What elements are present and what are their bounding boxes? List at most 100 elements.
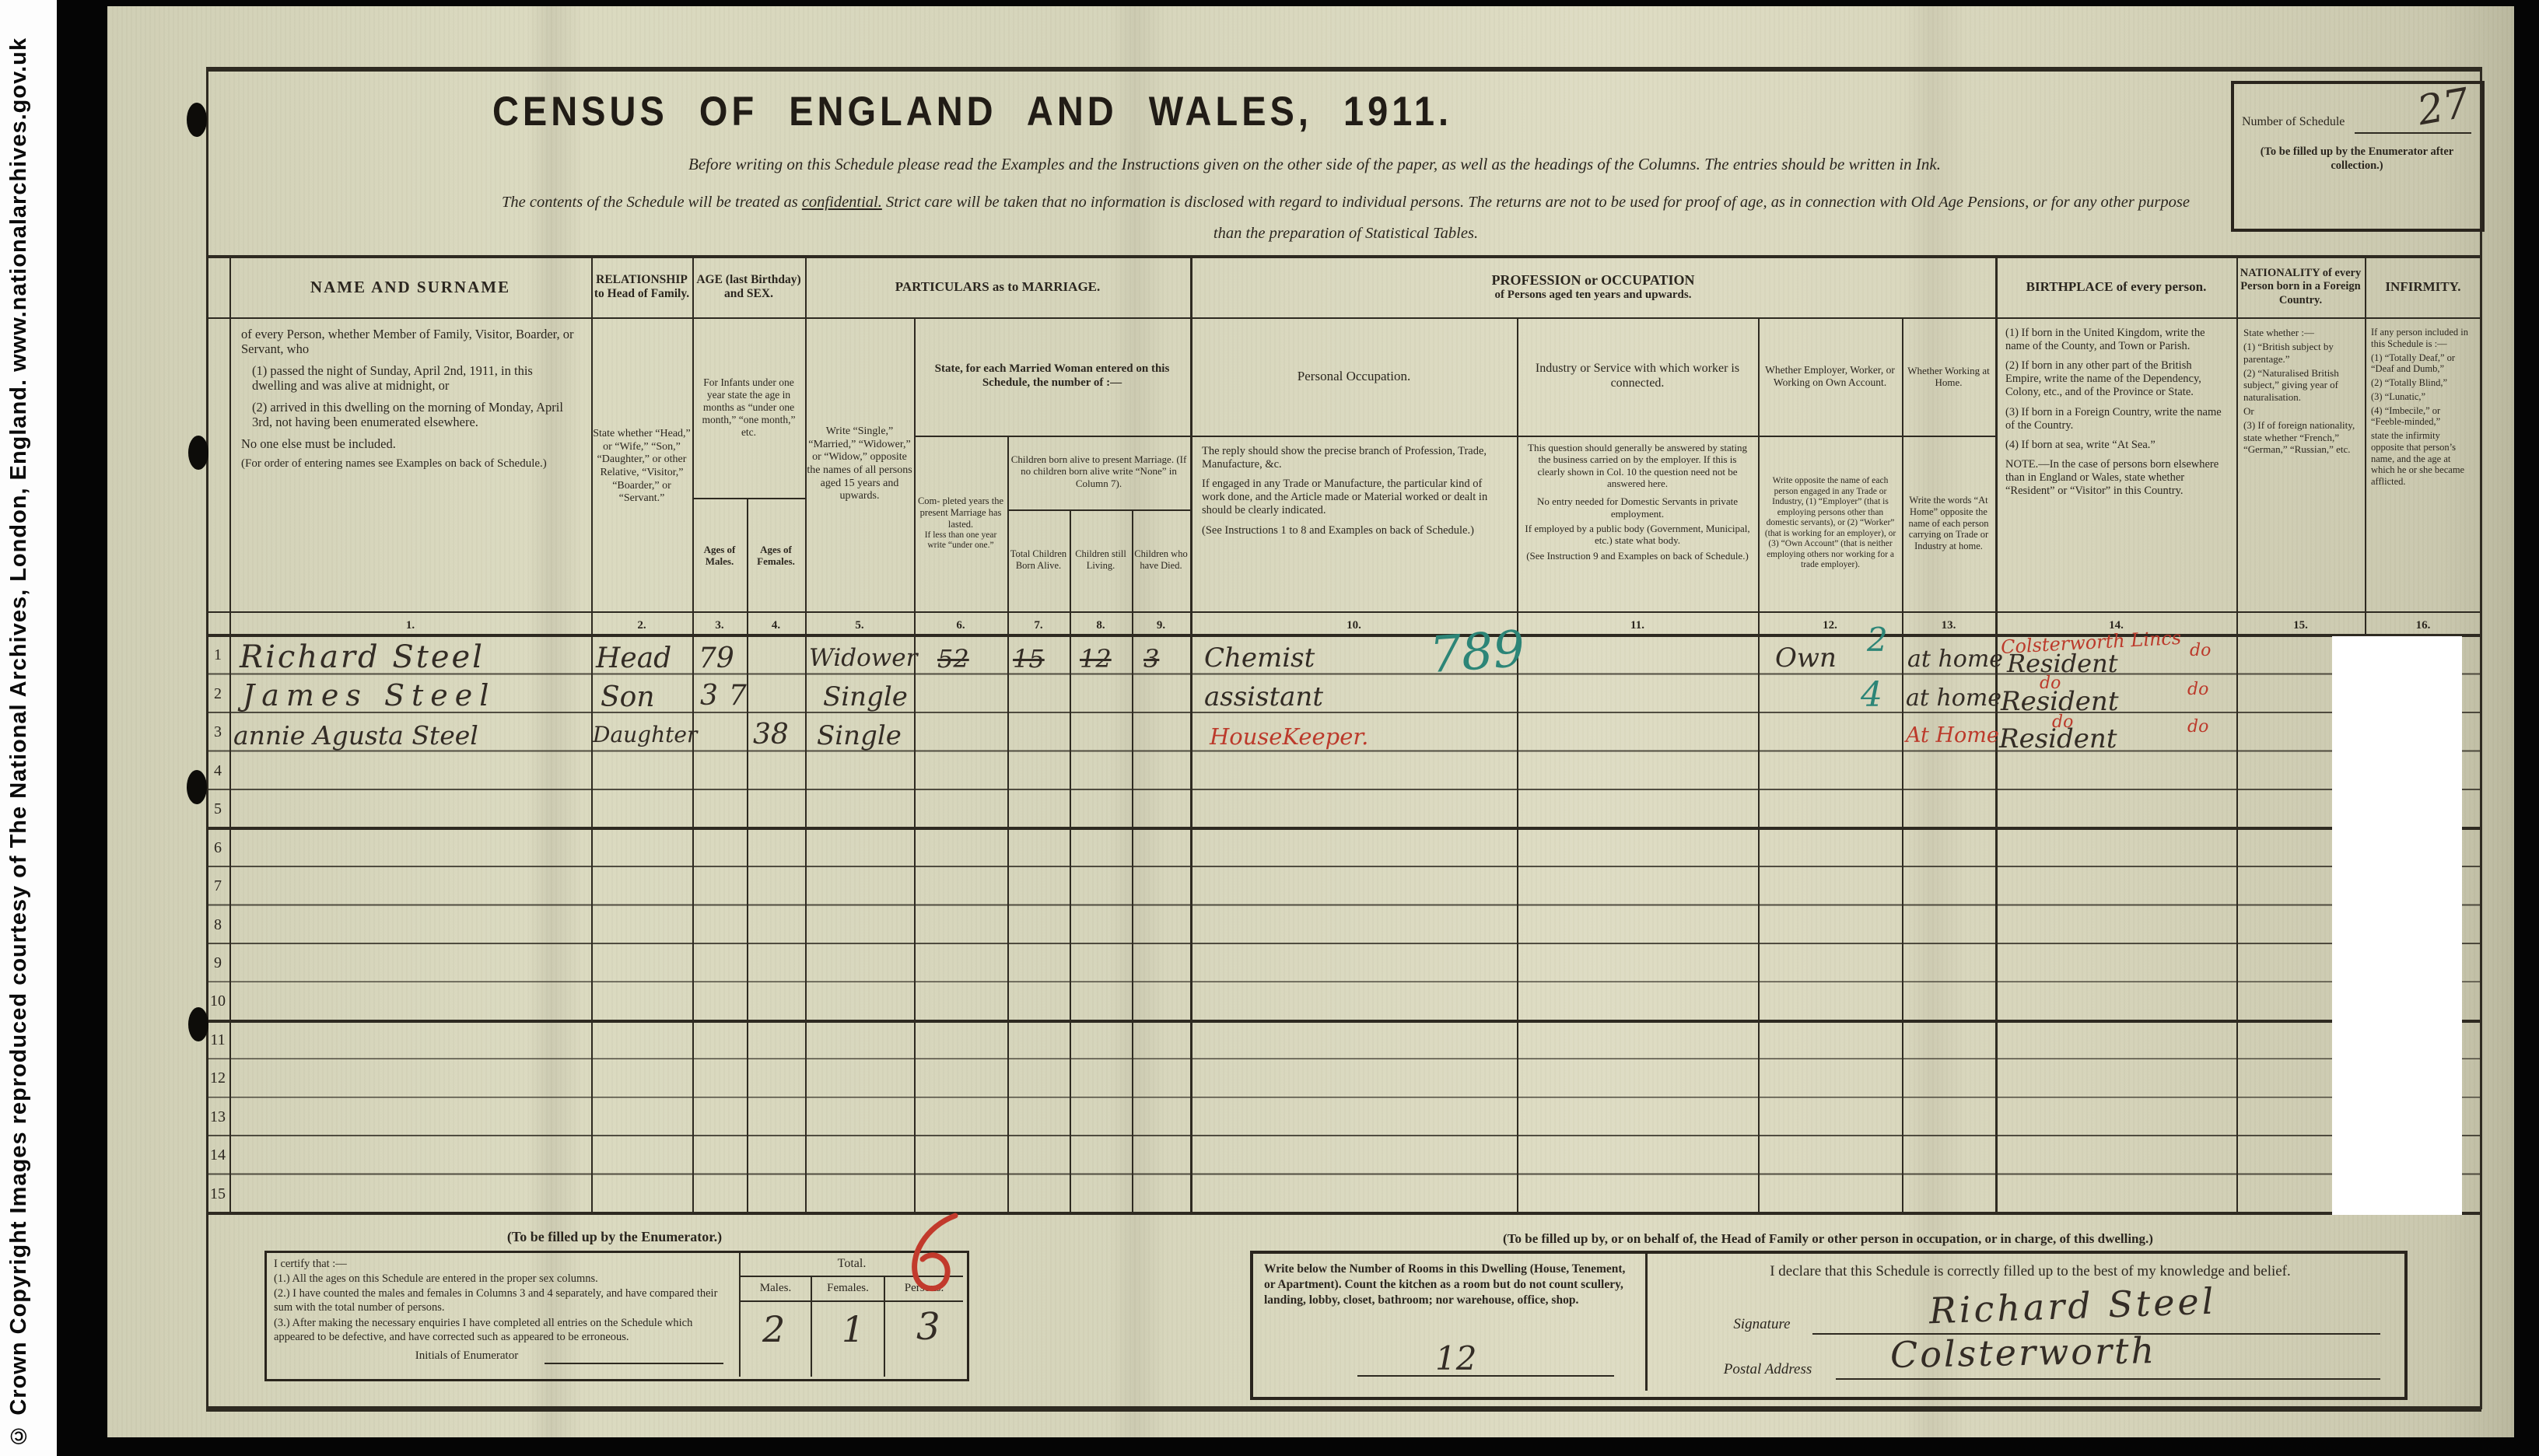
entry-relationship: Daughter — [593, 722, 698, 747]
header-relationship: RELATIONSHIP to Head of Family. — [594, 272, 690, 300]
enumerator-box — [264, 1251, 969, 1381]
row-number: 11 — [210, 1031, 226, 1048]
head-declaration-box — [1250, 1251, 2408, 1400]
table-top-line — [206, 255, 2481, 258]
header-total-born: Total Children Born Alive. — [1010, 548, 1067, 571]
col3-line — [747, 498, 748, 1213]
colnum-4: 4. — [771, 618, 781, 632]
entry-nationality-ditto: do — [2187, 680, 2209, 699]
header-birthplace-body: (1) If born in the United Kingdom, write… — [2005, 327, 2222, 498]
row-number: 13 — [210, 1108, 226, 1125]
rooms-instruction: Write below the Number of Rooms in this … — [1264, 1262, 1626, 1307]
totals-left-line — [739, 1251, 741, 1377]
schedule-number-note: (To be filled up by the Enumerator after… — [2260, 145, 2454, 173]
header-infirmity: INFIRMITY. — [2385, 278, 2461, 294]
copyright-text: © Crown Copyright Images reproduced cour… — [6, 37, 31, 1448]
entry-rows-grid — [206, 636, 2481, 1213]
header-still-living: Children still Living. — [1075, 548, 1126, 571]
entry-occupation: Chemist — [1204, 642, 1315, 674]
postal-address-line — [1836, 1378, 2380, 1380]
masthead-confidential: The contents of the Schedule will be tre… — [502, 194, 2190, 211]
punch-hole — [188, 436, 208, 470]
row-number-column: 1 2 3 4 5 6 7 8 9 10 11 12 13 14 15 — [206, 636, 229, 1213]
punch-hole — [188, 1007, 208, 1041]
form-top-border — [206, 67, 2481, 72]
age-split-line — [692, 498, 805, 499]
colnum-3: 3. — [715, 618, 724, 632]
masthead-confidential-2: than the preparation of Statistical Tabl… — [1213, 224, 1479, 242]
header-age-females: Ages of Females. — [757, 543, 795, 567]
row-number: 15 — [210, 1185, 226, 1202]
row-number: 1 — [214, 646, 222, 664]
header-working-home: Whether Working at Home. — [1907, 364, 1990, 388]
colnum-16: 16. — [2415, 618, 2431, 632]
colnum-1: 1. — [405, 618, 415, 632]
totals-females-value: 1 — [842, 1308, 865, 1350]
entry-nationality-ditto: do — [2187, 717, 2209, 737]
header-industry: Industry or Service with which worker is… — [1535, 362, 1740, 390]
page-title: CENSUS OF ENGLAND AND WALES, 1911. — [492, 88, 1453, 135]
children-split-line — [1007, 509, 1190, 511]
colnum-13: 13. — [1941, 618, 1956, 632]
colnum-8: 8. — [1096, 618, 1105, 632]
enumerator-certify: I certify that :— (1.) All the ages on t… — [274, 1258, 718, 1343]
row-number: 10 — [210, 992, 226, 1010]
entry-children-died-struck: 3 — [1143, 644, 1160, 674]
form-right-border — [2480, 67, 2482, 1409]
header-employer: Whether Employer, Worker, or Working on … — [1765, 364, 1895, 388]
rooms-underline — [1357, 1375, 1614, 1377]
header-profession: PROFESSION or OCCUPATION of Persons aged … — [1491, 271, 1695, 301]
punch-hole — [187, 103, 207, 137]
enumerator-initials-line — [545, 1363, 723, 1364]
entry-residence: Resident — [2001, 686, 2119, 717]
header-years-married: Com- pleted years the present Marriage h… — [917, 495, 1004, 551]
entry-age-male: 79 — [699, 642, 734, 674]
form-bottom-border — [206, 1406, 2481, 1412]
entry-age-male: 37 — [700, 680, 758, 712]
signature-line — [1812, 1333, 2380, 1335]
enumerator-heading: (To be filled up by the Enumerator.) — [506, 1229, 723, 1245]
form-left-border — [206, 67, 208, 1409]
signature-label: Signature — [1733, 1315, 1791, 1332]
col1-line — [591, 255, 593, 1213]
totals-males-value: 2 — [762, 1308, 786, 1350]
enumerator-initials-label: Initials of Enumerator — [415, 1349, 519, 1363]
postal-address-value: Colsterworth — [1889, 1329, 2157, 1376]
col9-line — [1190, 255, 1192, 1213]
entry-occupation-red: HouseKeeper. — [1210, 723, 1369, 750]
header-relationship-body: State whether “Head,” or “Wife,” “Son,” … — [593, 428, 691, 505]
header-age-body: For Infants under one year state the age… — [702, 376, 796, 438]
entry-residence: Resident — [2007, 649, 2118, 678]
copyright-strip: © Crown Copyright Images reproduced cour… — [0, 0, 57, 1456]
entry-marriage: Single — [817, 720, 902, 751]
totals-div1 — [811, 1276, 812, 1377]
schedule-number-box: Number of Schedule 27 (To be filled up b… — [2231, 80, 2485, 232]
row-number: 5 — [214, 800, 222, 818]
entry-nationality-ditto: do — [2190, 641, 2212, 660]
header-personal-occupation-body: The reply should show the precise branch… — [1202, 445, 1488, 537]
row-number: 14 — [210, 1146, 226, 1164]
col14-line — [2236, 255, 2238, 1213]
declaration-text: I declare that this Schedule is correctl… — [1770, 1262, 2291, 1279]
colnum-5: 5. — [855, 618, 864, 632]
totals-sub-line2 — [812, 1300, 884, 1302]
col7-line — [1070, 509, 1071, 1213]
totals-div2 — [884, 1276, 885, 1377]
entry-employer-green-code: 2 — [1867, 621, 1888, 659]
entry-children-born-struck: 15 — [1013, 644, 1045, 674]
header-employer-body: Write opposite the name of each person e… — [1764, 475, 1896, 570]
entry-relationship: Son — [601, 681, 655, 713]
entry-birthplace-ditto: do — [2040, 674, 2061, 693]
entry-name: Richard Steel — [240, 639, 485, 675]
entry-name: annie Agusta Steel — [233, 720, 478, 751]
header-children-born: Children born alive to present Marriage.… — [1010, 453, 1187, 489]
col12-line — [1902, 317, 1903, 1213]
totals-head-line — [741, 1276, 963, 1277]
entry-relationship: Head — [596, 642, 672, 674]
colnum-14: 14. — [2109, 618, 2124, 632]
row-number: 3 — [214, 723, 222, 741]
row10-thick-line — [206, 1020, 2481, 1023]
header-married-woman: State, for each Married Woman entered on… — [934, 362, 1170, 389]
totals-persons-value: 3 — [916, 1305, 940, 1349]
